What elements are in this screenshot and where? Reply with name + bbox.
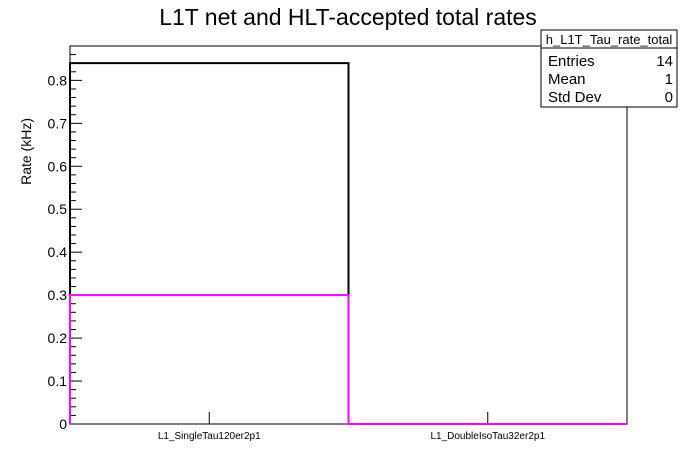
y-tick-label: 0.3 [48,287,68,303]
stats-mean-label: Mean [548,71,586,88]
y-tick-label: 0 [59,416,67,432]
stats-box-title: h_L1T_Tau_rate_total [546,32,673,47]
stats-stddev-value: 0 [665,89,673,106]
chart-title: L1T net and HLT-accepted total rates [159,4,537,30]
y-tick-label: 0.8 [48,72,68,88]
x-tick-label: L1_DoubleIsoTau32er2p1 [430,431,545,442]
stats-box-frame [540,29,678,108]
stats-entries-value: 14 [656,53,673,70]
stats-box: h_L1T_Tau_rate_total Entries 14 Mean 1 S… [540,29,678,108]
y-tick-label: 0.1 [48,373,68,389]
stats-entries-label: Entries [548,53,595,70]
stats-stddev-label: Std Dev [548,89,602,106]
y-tick-label: 0.6 [48,158,68,174]
x-tick-label: L1_SingleTau120er2p1 [158,431,261,442]
stats-mean-value: 1 [665,71,673,88]
y-tick-label: 0.5 [48,201,68,217]
y-axis-label: Rate (kHz) [18,118,34,185]
y-tick-label: 0.2 [48,330,68,346]
y-tick-label: 0.7 [48,115,68,131]
histogram-series-1 [69,294,627,425]
y-tick-label: 0.4 [48,244,68,260]
plot-area: 0 0.1 0.2 0.3 0.4 0.5 0.6 0.7 0.8 L1_SingleTau120… [48,45,628,442]
